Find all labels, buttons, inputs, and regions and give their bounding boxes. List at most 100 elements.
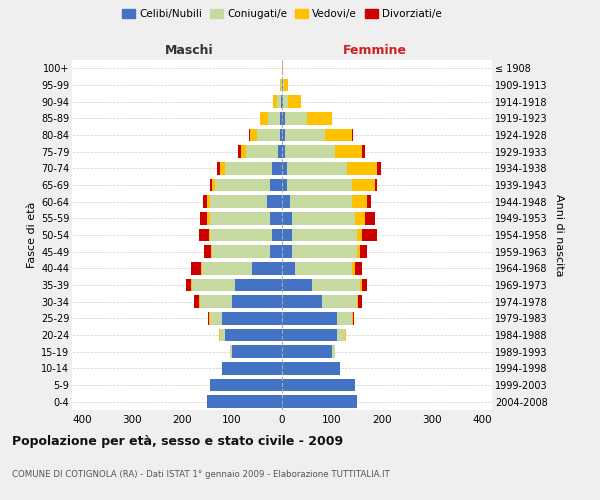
- Bar: [282, 279, 312, 291]
- Bar: [362, 229, 377, 241]
- Bar: [201, 262, 202, 274]
- Bar: [284, 79, 287, 92]
- Bar: [199, 212, 207, 224]
- Bar: [235, 279, 282, 291]
- Bar: [282, 296, 322, 308]
- Bar: [282, 346, 332, 358]
- Bar: [287, 162, 347, 174]
- Bar: [357, 229, 362, 241]
- Text: Popolazione per età, sesso e stato civile - 2009: Popolazione per età, sesso e stato civil…: [12, 435, 343, 448]
- Bar: [282, 112, 284, 124]
- Bar: [357, 246, 359, 258]
- Bar: [277, 96, 281, 108]
- Bar: [207, 196, 209, 208]
- Bar: [282, 262, 295, 274]
- Bar: [280, 129, 282, 141]
- Bar: [267, 196, 282, 208]
- Bar: [269, 179, 282, 192]
- Bar: [211, 246, 212, 258]
- Bar: [282, 212, 292, 224]
- Bar: [191, 279, 192, 291]
- Bar: [272, 229, 282, 241]
- Bar: [218, 329, 220, 341]
- Bar: [222, 312, 282, 324]
- Text: Femmine: Femmine: [343, 44, 406, 57]
- Bar: [209, 179, 212, 192]
- Bar: [352, 179, 374, 192]
- Bar: [352, 196, 367, 208]
- Bar: [269, 246, 282, 258]
- Bar: [344, 329, 346, 341]
- Bar: [199, 296, 232, 308]
- Bar: [282, 146, 284, 158]
- Bar: [280, 79, 281, 92]
- Bar: [352, 129, 353, 141]
- Bar: [284, 146, 335, 158]
- Bar: [282, 96, 283, 108]
- Bar: [207, 212, 209, 224]
- Bar: [209, 312, 222, 324]
- Bar: [203, 246, 211, 258]
- Legend: Celibi/Nubili, Coniugati/e, Vedovi/e, Divorziati/e: Celibi/Nubili, Coniugati/e, Vedovi/e, Di…: [118, 5, 446, 24]
- Bar: [191, 262, 201, 274]
- Bar: [283, 79, 284, 92]
- Bar: [282, 312, 337, 324]
- Bar: [287, 179, 352, 192]
- Bar: [337, 312, 352, 324]
- Bar: [282, 179, 287, 192]
- Bar: [307, 112, 332, 124]
- Bar: [222, 362, 282, 374]
- Bar: [238, 146, 241, 158]
- Bar: [290, 196, 352, 208]
- Bar: [282, 362, 340, 374]
- Y-axis label: Fasce di età: Fasce di età: [26, 202, 37, 268]
- Bar: [292, 229, 357, 241]
- Y-axis label: Anni di nascita: Anni di nascita: [554, 194, 564, 276]
- Bar: [241, 146, 245, 158]
- Bar: [281, 96, 282, 108]
- Bar: [260, 112, 268, 124]
- Bar: [250, 129, 257, 141]
- Bar: [353, 312, 354, 324]
- Bar: [292, 212, 355, 224]
- Bar: [282, 129, 284, 141]
- Bar: [374, 179, 377, 192]
- Bar: [224, 329, 282, 341]
- Bar: [347, 162, 377, 174]
- Bar: [203, 196, 207, 208]
- Bar: [352, 312, 353, 324]
- Bar: [282, 329, 337, 341]
- Bar: [202, 262, 252, 274]
- Bar: [269, 212, 282, 224]
- Bar: [352, 262, 355, 274]
- Bar: [229, 346, 232, 358]
- Bar: [186, 279, 191, 291]
- Bar: [280, 112, 282, 124]
- Bar: [357, 296, 358, 308]
- Bar: [322, 296, 357, 308]
- Text: Maschi: Maschi: [165, 44, 214, 57]
- Bar: [295, 262, 352, 274]
- Bar: [362, 279, 367, 291]
- Bar: [257, 129, 280, 141]
- Bar: [282, 229, 292, 241]
- Bar: [377, 162, 381, 174]
- Bar: [209, 229, 272, 241]
- Bar: [325, 129, 352, 141]
- Bar: [245, 146, 278, 158]
- Bar: [292, 246, 357, 258]
- Bar: [208, 312, 209, 324]
- Bar: [212, 246, 269, 258]
- Bar: [359, 246, 367, 258]
- Bar: [282, 196, 290, 208]
- Bar: [365, 212, 374, 224]
- Bar: [337, 329, 344, 341]
- Bar: [335, 146, 362, 158]
- Bar: [193, 296, 199, 308]
- Bar: [284, 129, 325, 141]
- Bar: [367, 196, 371, 208]
- Bar: [248, 129, 250, 141]
- Bar: [199, 229, 209, 241]
- Bar: [252, 262, 282, 274]
- Bar: [282, 246, 292, 258]
